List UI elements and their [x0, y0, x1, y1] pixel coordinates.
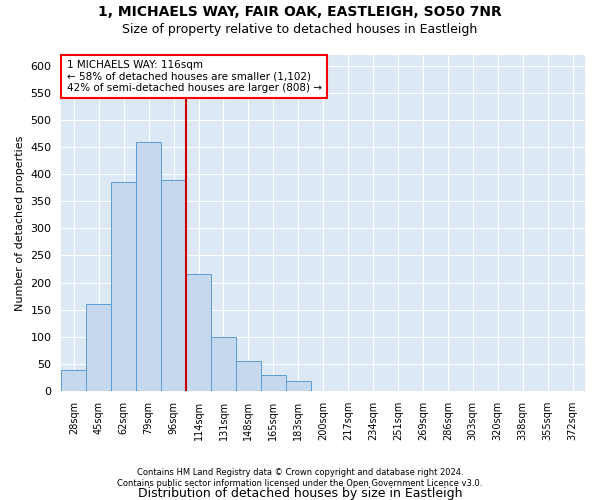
Y-axis label: Number of detached properties: Number of detached properties [15, 136, 25, 310]
Bar [136, 142, 161, 391]
Text: Contains HM Land Registry data © Crown copyright and database right 2024.
Contai: Contains HM Land Registry data © Crown c… [118, 468, 482, 487]
Bar [261, 374, 286, 391]
Bar [111, 182, 136, 391]
Text: 1, MICHAELS WAY, FAIR OAK, EASTLEIGH, SO50 7NR: 1, MICHAELS WAY, FAIR OAK, EASTLEIGH, SO… [98, 5, 502, 19]
Text: Distribution of detached houses by size in Eastleigh: Distribution of detached houses by size … [138, 487, 462, 500]
Bar [161, 180, 186, 391]
Bar [286, 381, 311, 391]
Bar [61, 370, 86, 391]
Text: 1 MICHAELS WAY: 116sqm
← 58% of detached houses are smaller (1,102)
42% of semi-: 1 MICHAELS WAY: 116sqm ← 58% of detached… [67, 60, 322, 93]
Bar [211, 336, 236, 391]
Bar [186, 274, 211, 391]
Bar [236, 361, 261, 391]
Text: Size of property relative to detached houses in Eastleigh: Size of property relative to detached ho… [122, 22, 478, 36]
Bar [86, 304, 111, 391]
